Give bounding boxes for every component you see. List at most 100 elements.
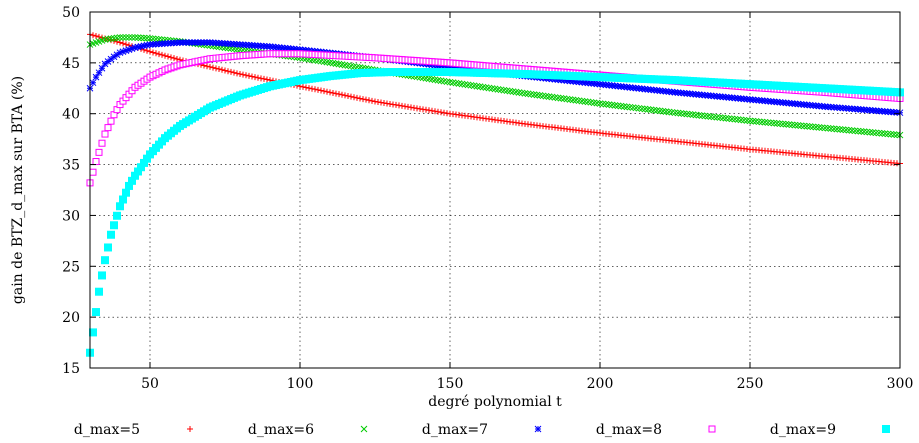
data-point [824, 124, 832, 132]
x-tick-label: 250 [737, 376, 764, 392]
data-point [827, 125, 835, 132]
data-point [863, 128, 871, 136]
data-point [104, 124, 112, 132]
x-tick-label: 300 [887, 376, 914, 392]
data-point [363, 96, 369, 103]
data-point [821, 124, 829, 132]
data-point [137, 163, 145, 172]
data-point [89, 79, 97, 87]
data-point [125, 46, 133, 53]
data-point [755, 118, 763, 126]
data-point [794, 122, 802, 129]
data-point [225, 68, 231, 75]
data-point [830, 125, 838, 133]
data-point [770, 119, 778, 127]
data-point [95, 69, 103, 77]
data-point [107, 230, 115, 239]
data-point [125, 34, 133, 41]
data-point [752, 118, 760, 125]
data-point [134, 167, 142, 176]
data-point [773, 120, 781, 127]
y-tick-label: 20 [62, 310, 80, 326]
data-point [321, 88, 327, 95]
data-point [174, 55, 180, 62]
y-tick-label: 15 [62, 361, 80, 377]
data-point [143, 34, 151, 42]
data-point [887, 130, 895, 138]
data-point [324, 88, 330, 95]
data-point [159, 51, 165, 58]
data-point [836, 126, 844, 133]
data-point [95, 148, 103, 156]
data-point [128, 34, 136, 41]
data-point [90, 32, 96, 39]
data-point [851, 127, 859, 135]
data-point [93, 33, 99, 40]
data-point [216, 66, 222, 73]
data-point [312, 86, 318, 93]
data-point [134, 43, 142, 51]
data-point [92, 158, 100, 166]
data-point [264, 76, 270, 83]
data-point [848, 127, 856, 134]
legend-marker [187, 426, 193, 432]
data-point [204, 63, 210, 70]
y-tick-label: 35 [62, 158, 80, 174]
data-point [761, 118, 769, 126]
data-point [345, 93, 351, 100]
data-point [857, 128, 865, 135]
data-point [140, 42, 148, 50]
data-point [98, 64, 106, 72]
data-point [246, 72, 252, 79]
y-tick-label: 40 [62, 107, 80, 123]
legend-marker [534, 425, 542, 433]
data-point [143, 41, 151, 49]
data-point [842, 126, 850, 134]
data-point [758, 118, 766, 126]
series-d-max-5 [87, 31, 903, 167]
data-point [122, 34, 130, 41]
data-point [255, 74, 261, 81]
data-point [872, 129, 880, 137]
data-point [228, 68, 234, 75]
data-point [785, 121, 793, 128]
data-point [357, 95, 363, 102]
data-point [104, 243, 112, 252]
data-point [866, 128, 874, 136]
x-tick-label: 100 [287, 376, 314, 392]
data-point [114, 38, 120, 45]
data-point [818, 124, 826, 132]
data-point [119, 48, 127, 56]
data-point [122, 47, 130, 55]
data-point [137, 43, 145, 50]
y-axis-label: gain de BTZ_d_max sur BTA (%) [10, 76, 26, 304]
data-point [162, 52, 168, 59]
data-point [99, 34, 105, 41]
series-d-max-9 [86, 68, 904, 357]
data-point [258, 75, 264, 82]
x-tick-label: 200 [587, 376, 614, 392]
data-point [234, 70, 240, 77]
data-point [336, 91, 342, 98]
data-point [878, 130, 886, 137]
data-point [833, 125, 841, 133]
data-point [782, 120, 790, 128]
data-point [150, 49, 156, 56]
data-point [222, 67, 228, 74]
y-tick-label: 30 [62, 208, 80, 224]
data-point [318, 87, 324, 94]
data-point [122, 188, 130, 197]
data-point [369, 97, 375, 104]
data-point [809, 123, 817, 131]
data-point [354, 94, 360, 101]
data-point [860, 128, 868, 136]
data-point [213, 65, 219, 72]
x-axis-label: degré polynomial t [428, 394, 562, 410]
data-point [333, 90, 339, 97]
data-point [168, 54, 174, 61]
plot-marks [86, 31, 904, 357]
legend-label: d_max=8 [596, 422, 662, 438]
data-point [749, 117, 757, 125]
legend-marker [360, 425, 368, 433]
